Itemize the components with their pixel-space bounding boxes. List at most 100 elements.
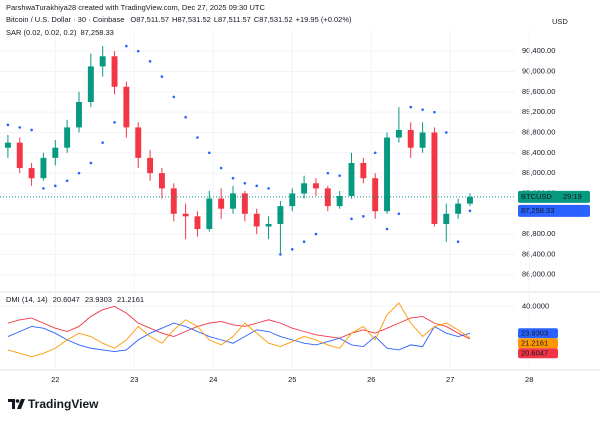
- x-tick-label: 25: [288, 375, 296, 384]
- candle-body: [241, 193, 248, 214]
- header-text: L87,511.57: [214, 15, 251, 24]
- x-tick-label: 28: [525, 375, 533, 384]
- y-tick-label: 88,800.00: [522, 127, 555, 136]
- indicator-value: 20.6047: [53, 295, 80, 304]
- indicator-value: 87,258.33: [80, 28, 113, 37]
- candle-body: [123, 86, 130, 128]
- currency: USD: [552, 17, 568, 26]
- candle-body: [147, 157, 154, 174]
- indicator-value: 21.2161: [117, 295, 144, 304]
- brand: TradingView: [28, 397, 99, 411]
- candle-body: [28, 168, 35, 179]
- candle-body: [301, 183, 308, 194]
- sar-dot: [219, 166, 223, 170]
- candle-body: [419, 132, 426, 148]
- indicator-name: DMI (14, 14): [6, 295, 48, 304]
- candle-body: [76, 101, 82, 128]
- sar-dot: [290, 248, 294, 251]
- candle-body: [194, 216, 201, 230]
- y-tick-label: 90,400.00: [522, 46, 555, 55]
- x-tick-label: 27: [446, 375, 454, 384]
- candle-body: [4, 142, 11, 148]
- value-tag-label: 23.9303: [521, 328, 548, 337]
- sar-tag-label: 87,258.33: [521, 206, 554, 215]
- candle-body: [467, 196, 473, 204]
- dmi-line: [7, 322, 471, 353]
- sar-dot: [196, 136, 199, 139]
- candle-body: [253, 213, 260, 227]
- candle-body: [348, 162, 355, 196]
- header-text: H87,531.52: [172, 15, 211, 24]
- candle-body: [16, 142, 23, 169]
- countdown: 29:19: [563, 192, 582, 201]
- sar-dot: [373, 151, 377, 155]
- sar-dot: [30, 128, 33, 132]
- sar-dot: [65, 179, 69, 183]
- candle-body: [395, 129, 402, 138]
- candle-body: [443, 213, 450, 224]
- sar-dot: [350, 217, 353, 221]
- ticker: BTCUSD: [521, 192, 552, 201]
- sar-dot: [208, 151, 211, 155]
- sar-dot: [421, 108, 424, 111]
- sar-dot: [243, 181, 247, 185]
- value-tag: [518, 348, 558, 359]
- candle-body: [312, 183, 319, 189]
- candle-body: [455, 203, 462, 214]
- sar-dot: [302, 240, 306, 244]
- sar-dot: [433, 110, 436, 114]
- sar-dot: [231, 176, 235, 180]
- candle-body: [206, 198, 213, 230]
- y-tick-label: 88,400.00: [522, 148, 555, 157]
- y-tick-label: 86,800.00: [522, 229, 555, 238]
- candle-body: [336, 195, 343, 207]
- candle-body: [265, 223, 272, 227]
- sar-dot: [385, 227, 389, 231]
- header-text: C87,531.52: [254, 15, 293, 24]
- sar-dot: [279, 253, 282, 256]
- candle-body: [277, 206, 284, 224]
- sar-dot: [184, 115, 187, 119]
- sar-dot: [456, 240, 460, 244]
- value-tag: [518, 338, 558, 349]
- brand-logo: [8, 399, 25, 409]
- candle-body: [64, 127, 71, 148]
- dmi-line: [7, 305, 471, 340]
- sar-dot: [148, 60, 152, 63]
- sar-dot: [125, 44, 128, 48]
- candle-body: [407, 129, 414, 148]
- y-tick-label: 88,000.00: [522, 168, 555, 177]
- sar-dot: [444, 131, 448, 134]
- sar-dot: [136, 49, 140, 53]
- sar-dot: [6, 123, 10, 127]
- candle-body: [182, 213, 189, 217]
- sar-dot: [397, 212, 401, 216]
- sar-dot: [113, 121, 116, 124]
- candle-body: [170, 188, 177, 214]
- candle-body: [40, 157, 47, 179]
- sar-dot: [160, 75, 164, 78]
- sar-dot: [409, 105, 413, 109]
- candle-body: [135, 127, 142, 158]
- sar-dot: [338, 174, 341, 177]
- sar-dot: [53, 184, 57, 188]
- indicator-name: SAR (0.02, 0.02, 0.2): [6, 28, 77, 37]
- x-tick-label: 23: [130, 375, 138, 384]
- sar-dot: [326, 171, 330, 175]
- candle-body: [289, 193, 296, 207]
- candle-body: [111, 56, 118, 87]
- y-tick-label: 86,000.00: [522, 270, 555, 279]
- sar-dot: [18, 126, 22, 129]
- header-text: O87,511.57: [130, 15, 169, 24]
- header-text: +19.95 (+0.02%): [296, 15, 352, 24]
- sar-dot: [172, 95, 176, 99]
- candle-body: [372, 178, 379, 212]
- sar-dot: [468, 209, 472, 213]
- sar-tag: [518, 204, 590, 217]
- x-tick-label: 26: [367, 375, 375, 384]
- candle-body: [230, 193, 236, 209]
- sar-dot: [255, 184, 259, 188]
- candle-body: [431, 132, 438, 224]
